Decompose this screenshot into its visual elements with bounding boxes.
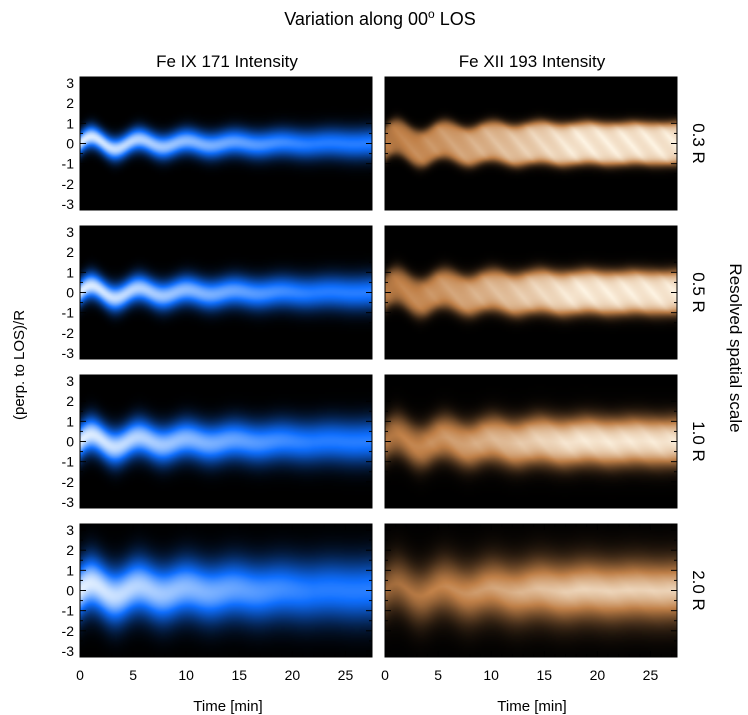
x-tick-label-c1-10: 10 — [483, 667, 499, 683]
y-tick-label-r1-3: 3 — [66, 224, 74, 240]
heatmap-p3-0 — [80, 524, 372, 657]
y-tick-label-r0-3: 3 — [66, 75, 74, 91]
y-tick-label-r1-2: 2 — [66, 244, 74, 260]
y-tick-label-r1--3: -3 — [62, 345, 75, 361]
x-tick-label-c1-25: 25 — [643, 667, 659, 683]
column-title-fe-xii-193: Fe XII 193 Intensity — [459, 52, 606, 71]
y-tick-label-r3-0: 0 — [66, 583, 74, 599]
x-axis-label-right: Time [min] — [497, 698, 566, 715]
y-tick-label-r3--3: -3 — [62, 643, 75, 659]
y-tick-label-r1--1: -1 — [62, 305, 75, 321]
x-tick-label-c0-10: 10 — [178, 667, 194, 683]
row-label-1: 0.5 R — [689, 272, 708, 313]
x-tick-label-c0-15: 15 — [231, 667, 247, 683]
y-tick-label-r0-1: 1 — [66, 115, 74, 131]
y-tick-label-r3-3: 3 — [66, 522, 74, 538]
row-label-2: 1.0 R — [689, 421, 708, 462]
row-label-0: 0.3 R — [689, 123, 708, 164]
heatmap-p2-1 — [385, 375, 677, 508]
y-tick-label-r2--2: -2 — [62, 474, 75, 490]
y-tick-label-r1-0: 0 — [66, 285, 74, 301]
x-axis-label-left: Time [min] — [193, 698, 262, 715]
heatmap-p0-0 — [80, 77, 372, 210]
panel-grid: -3 -2 -1 0 1 2 3 0.3 R -3 -2 -1 0 1 2 3 0.5 R -3 -2 -1 0 1 2 3… — [62, 75, 708, 683]
heatmap-p0-1 — [385, 77, 677, 210]
y-tick-label-r2-3: 3 — [66, 373, 74, 389]
y-tick-label-r3--1: -1 — [62, 603, 75, 619]
y-tick-label-r1-1: 1 — [66, 264, 74, 280]
y-tick-label-r0--2: -2 — [62, 176, 75, 192]
heatmap-p2-0 — [80, 375, 372, 508]
y-tick-label-r2--3: -3 — [62, 494, 75, 510]
y-axis-label: (perp. to LOS)/R — [11, 310, 28, 420]
x-tick-label-c0-25: 25 — [338, 667, 354, 683]
y-tick-label-r0--3: -3 — [62, 196, 75, 212]
y-tick-label-r2-0: 0 — [66, 434, 74, 450]
y-tick-label-r2--1: -1 — [62, 454, 75, 470]
y-tick-label-r3--2: -2 — [62, 623, 75, 639]
figure-title: Variation along 00o LOS — [284, 7, 476, 29]
heatmap-p1-0 — [80, 226, 372, 359]
y-tick-label-r0-0: 0 — [66, 136, 74, 152]
y-tick-label-r1--2: -2 — [62, 325, 75, 341]
column-title-fe-ix-171: Fe IX 171 Intensity — [156, 52, 298, 71]
y-tick-label-r0--1: -1 — [62, 156, 75, 172]
heatmap-p1-1 — [385, 226, 677, 359]
y-tick-label-r2-1: 1 — [66, 413, 74, 429]
y-tick-label-r2-2: 2 — [66, 393, 74, 409]
x-tick-label-c1-5: 5 — [434, 667, 442, 683]
x-tick-label-c0-0: 0 — [76, 667, 84, 683]
y-tick-label-r0-2: 2 — [66, 95, 74, 111]
row-label-3: 2.0 R — [689, 570, 708, 611]
heatmap-p3-1 — [385, 524, 677, 657]
x-tick-label-c0-5: 5 — [129, 667, 137, 683]
x-tick-label-c1-15: 15 — [536, 667, 552, 683]
right-axis-label: Resolved spatial scale — [726, 263, 745, 432]
x-tick-label-c1-0: 0 — [381, 667, 389, 683]
x-tick-label-c1-20: 20 — [590, 667, 606, 683]
y-tick-label-r3-2: 2 — [66, 542, 74, 558]
x-tick-label-c0-20: 20 — [285, 667, 301, 683]
y-tick-label-r3-1: 1 — [66, 562, 74, 578]
